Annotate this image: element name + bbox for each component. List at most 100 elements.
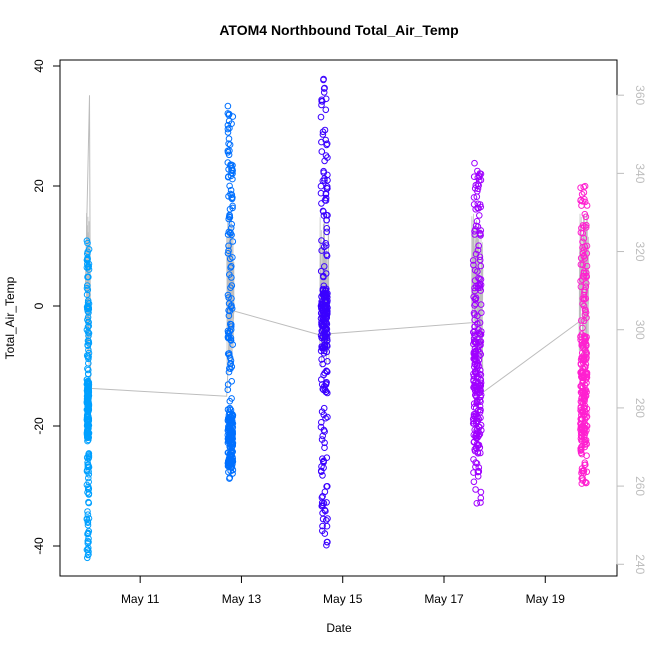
- data-point: [478, 427, 485, 434]
- data-point: [228, 282, 236, 289]
- data-point: [478, 328, 485, 335]
- data-point: [322, 106, 330, 114]
- data-point: [577, 447, 585, 454]
- data-point: [578, 349, 586, 357]
- data-point: [323, 541, 330, 549]
- data-point: [228, 295, 235, 302]
- data-point: [581, 182, 589, 190]
- data-point: [582, 342, 590, 350]
- data-point: [317, 113, 325, 121]
- y-tick-label: -20: [32, 417, 46, 435]
- data-point: [578, 374, 586, 382]
- data-point: [579, 477, 587, 484]
- data-point: [577, 424, 585, 432]
- data-point: [226, 124, 233, 132]
- data-point: [471, 447, 479, 455]
- data-point: [85, 329, 93, 337]
- data-point: [321, 488, 329, 496]
- data-point: [471, 302, 478, 309]
- data-point: [579, 324, 586, 332]
- data-point: [84, 286, 92, 294]
- data-point: [581, 210, 589, 218]
- data-point: [318, 408, 326, 416]
- data-point: [321, 157, 328, 165]
- data-point: [224, 350, 232, 358]
- y-tick-label: -40: [32, 537, 46, 555]
- data-point: [228, 220, 235, 228]
- data-point: [319, 131, 327, 138]
- data-point: [84, 282, 91, 289]
- data-point: [582, 224, 590, 231]
- data-point: [582, 283, 590, 291]
- data-point: [321, 439, 328, 447]
- data-point: [474, 180, 482, 188]
- data-point: [583, 262, 591, 270]
- data-point: [320, 167, 327, 175]
- data-point: [580, 295, 588, 303]
- data-point: [475, 363, 483, 370]
- data-point: [471, 284, 478, 292]
- data-point: [475, 464, 483, 471]
- scatter-points: [83, 75, 591, 562]
- data-point: [228, 302, 235, 309]
- data-point: [85, 387, 92, 395]
- data-point: [474, 268, 481, 275]
- data-point: [582, 356, 590, 363]
- data-point: [84, 273, 91, 281]
- x-tick-label: May 17: [424, 592, 464, 606]
- data-point: [224, 125, 232, 133]
- data-point: [85, 379, 93, 386]
- data-point: [577, 277, 584, 285]
- x-axis: May 11 May 13 May 15 May 17 May 19: [121, 575, 565, 606]
- data-point: [581, 306, 589, 314]
- data-point: [476, 370, 483, 378]
- data-point: [477, 398, 484, 406]
- y2-tick-label: 280: [633, 398, 647, 418]
- data-point: [225, 151, 233, 159]
- data-point: [469, 257, 477, 264]
- data-point: [324, 538, 331, 546]
- data-point: [581, 443, 589, 451]
- data-point: [321, 444, 328, 452]
- data-point: [474, 473, 482, 480]
- data-point: [323, 225, 331, 232]
- data-point: [477, 301, 485, 308]
- data-point: [323, 251, 330, 258]
- data-point: [319, 455, 326, 463]
- data-point: [471, 426, 479, 434]
- data-point: [228, 378, 235, 385]
- data-point: [471, 355, 479, 363]
- data-point: [324, 515, 331, 522]
- data-point: [324, 483, 331, 490]
- data-point: [474, 388, 481, 395]
- y-axis: -40 -20 0 20 40: [32, 59, 61, 555]
- y-axis-label: Total_Air_Temp: [3, 276, 17, 359]
- y2-tick-label: 260: [633, 476, 647, 496]
- data-point: [472, 486, 479, 493]
- data-point: [85, 417, 93, 424]
- data-point: [470, 478, 478, 486]
- data-point: [84, 554, 91, 562]
- data-point: [84, 328, 92, 336]
- data-point: [583, 221, 590, 229]
- data-point: [583, 405, 591, 413]
- data-point: [475, 274, 482, 282]
- line-series-segment: [226, 212, 235, 368]
- data-point: [474, 185, 482, 193]
- data-point: [320, 312, 328, 320]
- data-point: [578, 317, 585, 324]
- data-point: [84, 537, 92, 545]
- data-point: [321, 343, 329, 351]
- data-point: [85, 478, 92, 486]
- data-point: [476, 408, 484, 416]
- data-point: [83, 291, 91, 299]
- data-point: [474, 167, 481, 175]
- data-point: [583, 409, 590, 416]
- data-point: [323, 211, 330, 219]
- data-point: [472, 382, 479, 390]
- data-point: [85, 349, 93, 357]
- data-point: [318, 494, 326, 501]
- data-point: [580, 470, 587, 477]
- data-point: [85, 463, 93, 470]
- data-point: [473, 193, 481, 200]
